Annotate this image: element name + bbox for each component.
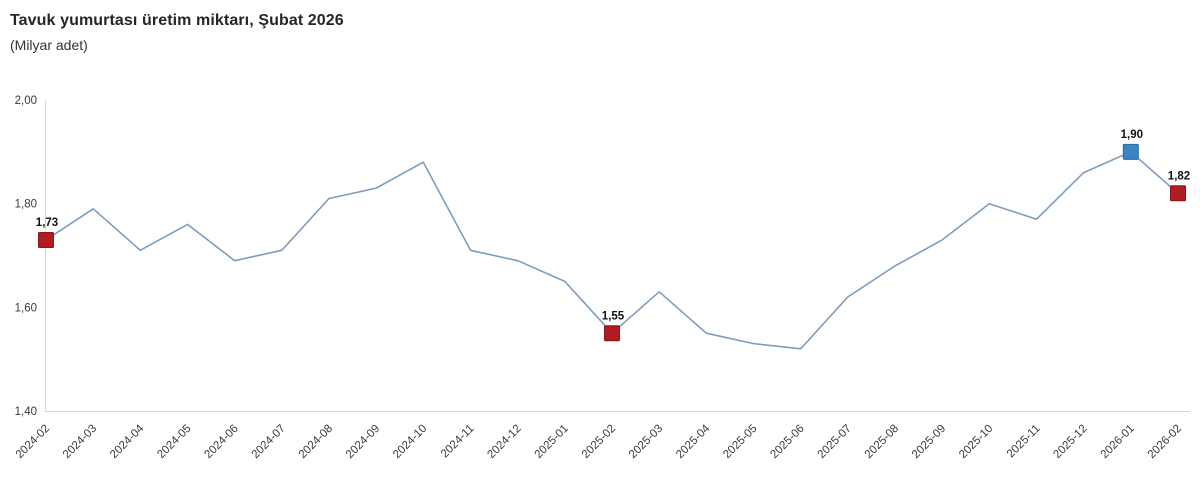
x-tick-label: 2025-02 xyxy=(580,423,618,461)
x-tick-label: 2024-04 xyxy=(108,422,147,461)
y-tick-label: 2,00 xyxy=(15,95,37,107)
x-tick-label: 2024-12 xyxy=(485,423,523,461)
x-tick-label: 2025-06 xyxy=(768,423,806,461)
x-tick-label: 2024-07 xyxy=(250,423,288,461)
data-marker-2024-02[interactable] xyxy=(38,231,54,248)
x-tick-label: 2024-08 xyxy=(297,423,335,461)
x-tick-label: 2024-06 xyxy=(202,423,240,461)
chart-header: Tavuk yumurtası üretim miktarı, Şubat 20… xyxy=(10,12,344,53)
x-tick-label: 2024-02 xyxy=(14,423,52,461)
x-tick-label: 2024-10 xyxy=(391,423,429,461)
x-tick-label: 2025-09 xyxy=(910,423,948,461)
data-point-label-2024-02: 1,73 xyxy=(36,217,58,229)
data-point-label-2025-02: 1,55 xyxy=(602,310,625,322)
y-tick-label: 1,60 xyxy=(15,302,37,314)
x-tick-label: 2024-11 xyxy=(439,423,477,461)
chart-subtitle: (Milyar adet) xyxy=(10,37,88,53)
data-marker-2025-02[interactable] xyxy=(604,325,620,342)
x-tick-label: 2026-02 xyxy=(1146,423,1184,461)
x-tick-label: 2025-04 xyxy=(674,422,713,461)
data-point-label-2026-02: 1,82 xyxy=(1168,170,1190,182)
x-tick-label: 2025-08 xyxy=(863,423,901,461)
x-tick-label: 2024-03 xyxy=(61,423,99,461)
data-marker-2026-02[interactable] xyxy=(1170,185,1186,202)
x-tick-label: 2025-10 xyxy=(957,423,995,461)
x-tick-label: 2025-03 xyxy=(627,423,665,461)
y-tick-label: 1,80 xyxy=(15,199,37,211)
x-tick-label: 2024-05 xyxy=(155,423,193,461)
data-point-label-2026-01: 1,90 xyxy=(1121,129,1143,141)
x-tick-label: 2026-01 xyxy=(1099,423,1137,461)
x-tick-label: 2024-09 xyxy=(344,423,382,461)
data-marker-2026-01[interactable] xyxy=(1122,143,1139,160)
x-tick-label: 2025-12 xyxy=(1051,423,1089,461)
x-tick-label: 2025-01 xyxy=(533,423,571,461)
y-tick-label: 1,40 xyxy=(15,406,37,418)
chart-title: Tavuk yumurtası üretim miktarı, Şubat 20… xyxy=(10,12,344,29)
x-tick-label: 2025-07 xyxy=(816,423,854,461)
x-tick-label: 2025-11 xyxy=(1005,423,1043,461)
x-tick-label: 2025-05 xyxy=(721,423,759,461)
